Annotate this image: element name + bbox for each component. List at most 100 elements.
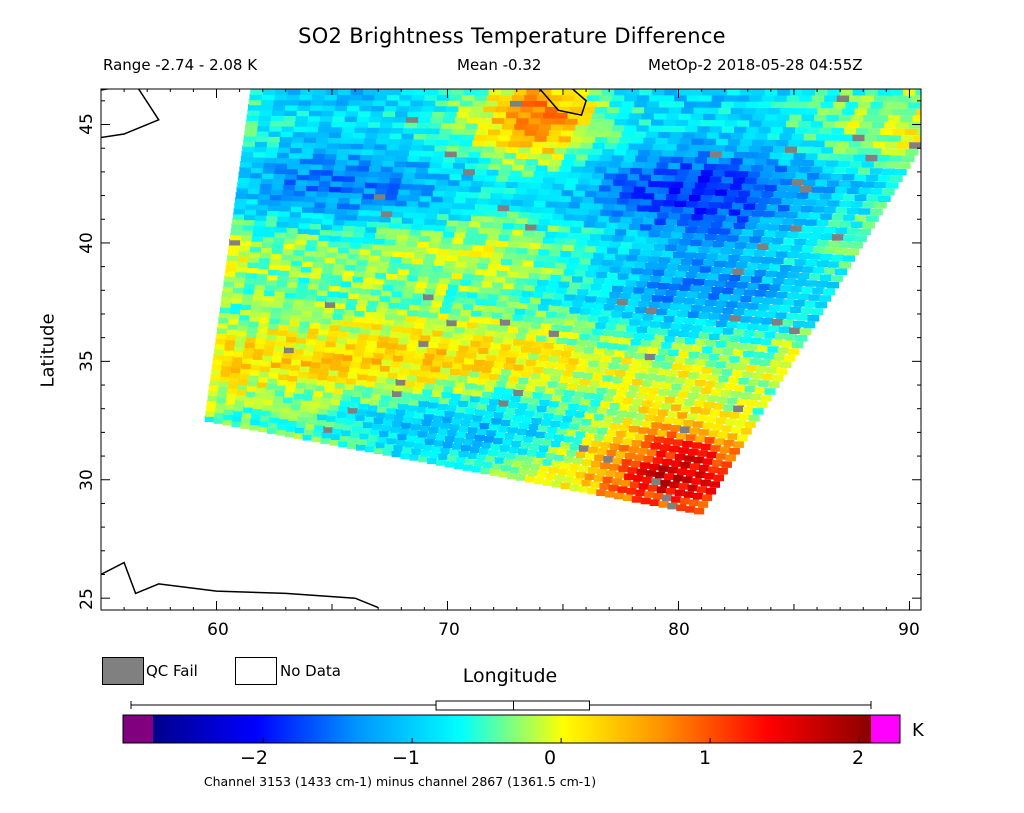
swath-pixel — [369, 209, 383, 217]
swath-pixel — [324, 386, 335, 393]
swath-pixel — [298, 162, 312, 170]
swath-pixel — [289, 270, 301, 277]
swath-pixel — [631, 267, 644, 275]
swath-pixel — [580, 172, 594, 179]
swath-pixel — [378, 370, 390, 378]
swath-pixel — [585, 130, 599, 137]
swath-pixel — [581, 438, 593, 446]
swath-pixel — [570, 196, 584, 203]
swath-pixel — [275, 89, 290, 95]
swath-pixel — [300, 265, 313, 273]
swath-pixel — [547, 280, 560, 287]
swath-pixel — [750, 393, 762, 401]
swath-pixel — [486, 429, 497, 437]
swath-pixel — [766, 158, 780, 166]
swath-pixel — [221, 365, 233, 372]
swath-pixel — [301, 399, 312, 407]
swath-pixel — [269, 193, 283, 201]
swath-pixel — [662, 296, 675, 303]
swath-pixel — [297, 376, 308, 383]
swath-pixel — [415, 436, 426, 444]
swath-pixel — [315, 294, 328, 302]
swath-pixel — [245, 119, 260, 127]
swath-pixel — [424, 253, 437, 260]
swath-pixel — [480, 341, 492, 349]
swath-pixel — [668, 390, 680, 397]
swath-pixel — [586, 94, 601, 102]
swath-pixel — [561, 396, 573, 403]
swath-pixel — [642, 400, 653, 407]
swath-pixel — [820, 213, 833, 220]
swath-pixel — [684, 399, 696, 406]
swath-pixel — [341, 394, 353, 402]
swath-pixel — [408, 105, 423, 112]
swath-pixel — [251, 235, 264, 242]
swath-pixel — [496, 240, 509, 247]
swath-pixel — [447, 99, 462, 107]
swath-pixel — [281, 125, 295, 132]
swath-pixel — [333, 109, 347, 117]
swath-pixel — [333, 218, 346, 226]
swath-pixel — [589, 334, 601, 342]
swath-pixel — [515, 454, 526, 461]
swath-pixel — [600, 441, 611, 449]
swath-pixel — [288, 152, 302, 159]
swath-pixel — [548, 446, 559, 454]
swath-pixel — [569, 307, 582, 314]
swath-pixel — [282, 352, 294, 359]
swath-pixel — [554, 434, 565, 441]
swath-pixel — [324, 207, 337, 214]
swath-pixel — [600, 462, 611, 469]
swath-pixel — [606, 272, 619, 279]
swath-pixel — [650, 442, 662, 450]
swath-pixel — [214, 348, 225, 355]
swath-pixel — [295, 292, 307, 300]
swath-pixel — [721, 176, 735, 184]
swath-pixel — [797, 212, 811, 219]
swath-pixel — [313, 305, 325, 313]
swath-pixel — [678, 113, 692, 120]
swath-pixel — [599, 184, 612, 192]
swath-pixel — [329, 364, 341, 371]
swath-pixel — [561, 219, 574, 227]
swath-pixel — [518, 241, 531, 249]
swath-pixel — [375, 232, 388, 239]
swath-pixel — [222, 290, 234, 298]
swath-pixel — [342, 354, 354, 361]
swath-pixel — [625, 371, 637, 378]
swath-pixel — [839, 220, 853, 228]
swath-pixel — [648, 301, 661, 308]
swath-pixel — [657, 187, 670, 194]
swath-pixel — [763, 352, 775, 360]
swath-pixel — [575, 411, 586, 418]
swath-pixel — [696, 226, 710, 234]
swath-pixel — [547, 225, 561, 232]
swath-pixel — [588, 426, 599, 433]
swath-pixel — [708, 430, 720, 438]
swath-pixel — [533, 260, 546, 268]
swath-pixel — [344, 383, 356, 390]
swath-pixel — [288, 325, 300, 332]
swath-pixel — [386, 342, 398, 350]
swath-pixel — [818, 173, 832, 180]
swath-pixel — [222, 418, 233, 426]
swath-pixel — [403, 127, 417, 134]
swath-pixel — [680, 461, 691, 469]
swath-pixel — [482, 180, 496, 188]
swath-pixel — [456, 320, 468, 328]
swath-pixel — [593, 393, 605, 401]
swath-pixel — [651, 250, 664, 257]
swath-pixel — [865, 89, 879, 96]
swath-pixel — [658, 409, 669, 416]
swath-pixel — [637, 255, 650, 262]
swath-pixel — [787, 348, 800, 355]
swath-pixel — [262, 167, 276, 174]
swath-pixel — [288, 216, 302, 223]
swath-pixel — [489, 227, 502, 235]
swath-pixel — [576, 385, 588, 392]
swath-pixel — [574, 391, 585, 398]
swath-pixel — [524, 284, 536, 292]
swath-pixel — [313, 350, 325, 357]
swath-pixel — [453, 387, 464, 394]
swath-pixel — [250, 309, 262, 317]
